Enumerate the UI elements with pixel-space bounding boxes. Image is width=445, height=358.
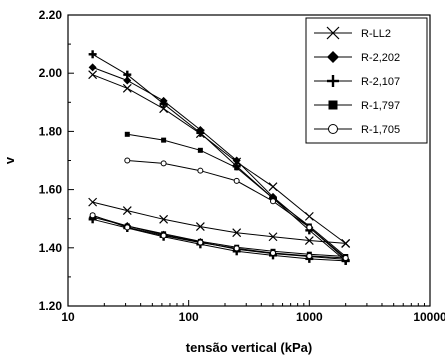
- data-point: [234, 165, 240, 171]
- y-tick-label: 1.60: [39, 183, 63, 197]
- data-point: [159, 214, 169, 224]
- data-point: [122, 83, 132, 93]
- data-point: [88, 197, 98, 207]
- x-tick-label: 10: [61, 310, 75, 324]
- x-axis: 10 100 1000 10000: [61, 300, 445, 324]
- data-point: [342, 254, 349, 261]
- legend-marker: [327, 51, 339, 63]
- data-point: [89, 212, 96, 219]
- data-point: [124, 131, 130, 137]
- data-point: [124, 224, 131, 231]
- data-point: [306, 224, 313, 231]
- legend-label: R-LL2: [361, 28, 391, 40]
- data-point: [268, 232, 278, 242]
- legend-label: R-2,107: [361, 76, 400, 88]
- data-point: [232, 228, 242, 238]
- data-point: [232, 156, 241, 165]
- legend-label: R-1,705: [361, 124, 400, 136]
- x-tick-label: 100: [179, 310, 199, 324]
- data-point: [195, 222, 205, 231]
- data-point: [161, 137, 167, 143]
- legend-marker: [328, 124, 338, 134]
- data-point: [88, 63, 97, 72]
- data-point: [268, 182, 278, 192]
- data-point: [304, 236, 314, 245]
- series-layer: [88, 50, 351, 265]
- legend-entry: R-2,107: [314, 75, 400, 88]
- data-point: [341, 239, 351, 248]
- legend-entry: R-1,705: [314, 124, 400, 136]
- data-point: [160, 232, 167, 239]
- y-axis-title: v: [2, 156, 17, 164]
- series-line-unloading: [92, 201, 346, 244]
- legend-label: R-2,202: [361, 52, 400, 64]
- series-line-unloading: [92, 218, 346, 262]
- data-point: [197, 239, 204, 246]
- data-point: [88, 70, 98, 80]
- data-point: [233, 245, 240, 252]
- y-tick-label: 2.20: [39, 8, 63, 22]
- data-point: [306, 252, 313, 259]
- y-axis: 1.20 1.40 1.60 1.80 2.00 2.20: [39, 8, 74, 313]
- series-R-1,705: [89, 157, 349, 261]
- data-point: [159, 99, 168, 108]
- y-tick-label: 2.00: [39, 66, 63, 80]
- data-point: [123, 70, 132, 79]
- legend-label: R-1,797: [361, 100, 400, 112]
- data-point: [196, 128, 205, 137]
- series-R-LL2: [88, 70, 351, 248]
- y-tick-label: 1.80: [39, 124, 63, 138]
- data-point: [88, 50, 97, 59]
- data-point: [197, 167, 204, 174]
- legend-marker: [326, 26, 340, 40]
- data-point: [233, 177, 240, 184]
- series-line-loading: [92, 66, 347, 260]
- series-line-unloading: [92, 215, 346, 257]
- legend-entry: R-LL2: [314, 26, 391, 40]
- legend-marker: [327, 75, 339, 87]
- x-axis-title: tensão vertical (kPa): [186, 340, 312, 355]
- data-point: [122, 206, 132, 215]
- x-tick-label: 10000: [413, 310, 445, 324]
- series-line-unloading: [92, 214, 346, 259]
- legend-entry: R-1,797: [314, 100, 400, 112]
- data-point: [270, 250, 277, 257]
- data-point: [123, 76, 132, 85]
- legend-entry: R-2,202: [314, 51, 400, 64]
- y-tick-label: 1.40: [39, 241, 63, 255]
- y-tick-label: 1.20: [39, 299, 63, 313]
- data-point: [270, 198, 277, 205]
- x-tick-label: 1000: [296, 310, 323, 324]
- series-line-loading: [92, 53, 347, 262]
- data-point: [197, 147, 203, 153]
- series-line-loading: [127, 133, 347, 257]
- data-point: [304, 211, 314, 221]
- series-line-loading: [92, 74, 346, 244]
- data-point: [124, 157, 131, 164]
- legend: R-LL2 R-2,202 R-2,107 R-1,797 R-1,705: [305, 17, 428, 144]
- legend-marker: [328, 100, 338, 110]
- data-point: [160, 160, 167, 167]
